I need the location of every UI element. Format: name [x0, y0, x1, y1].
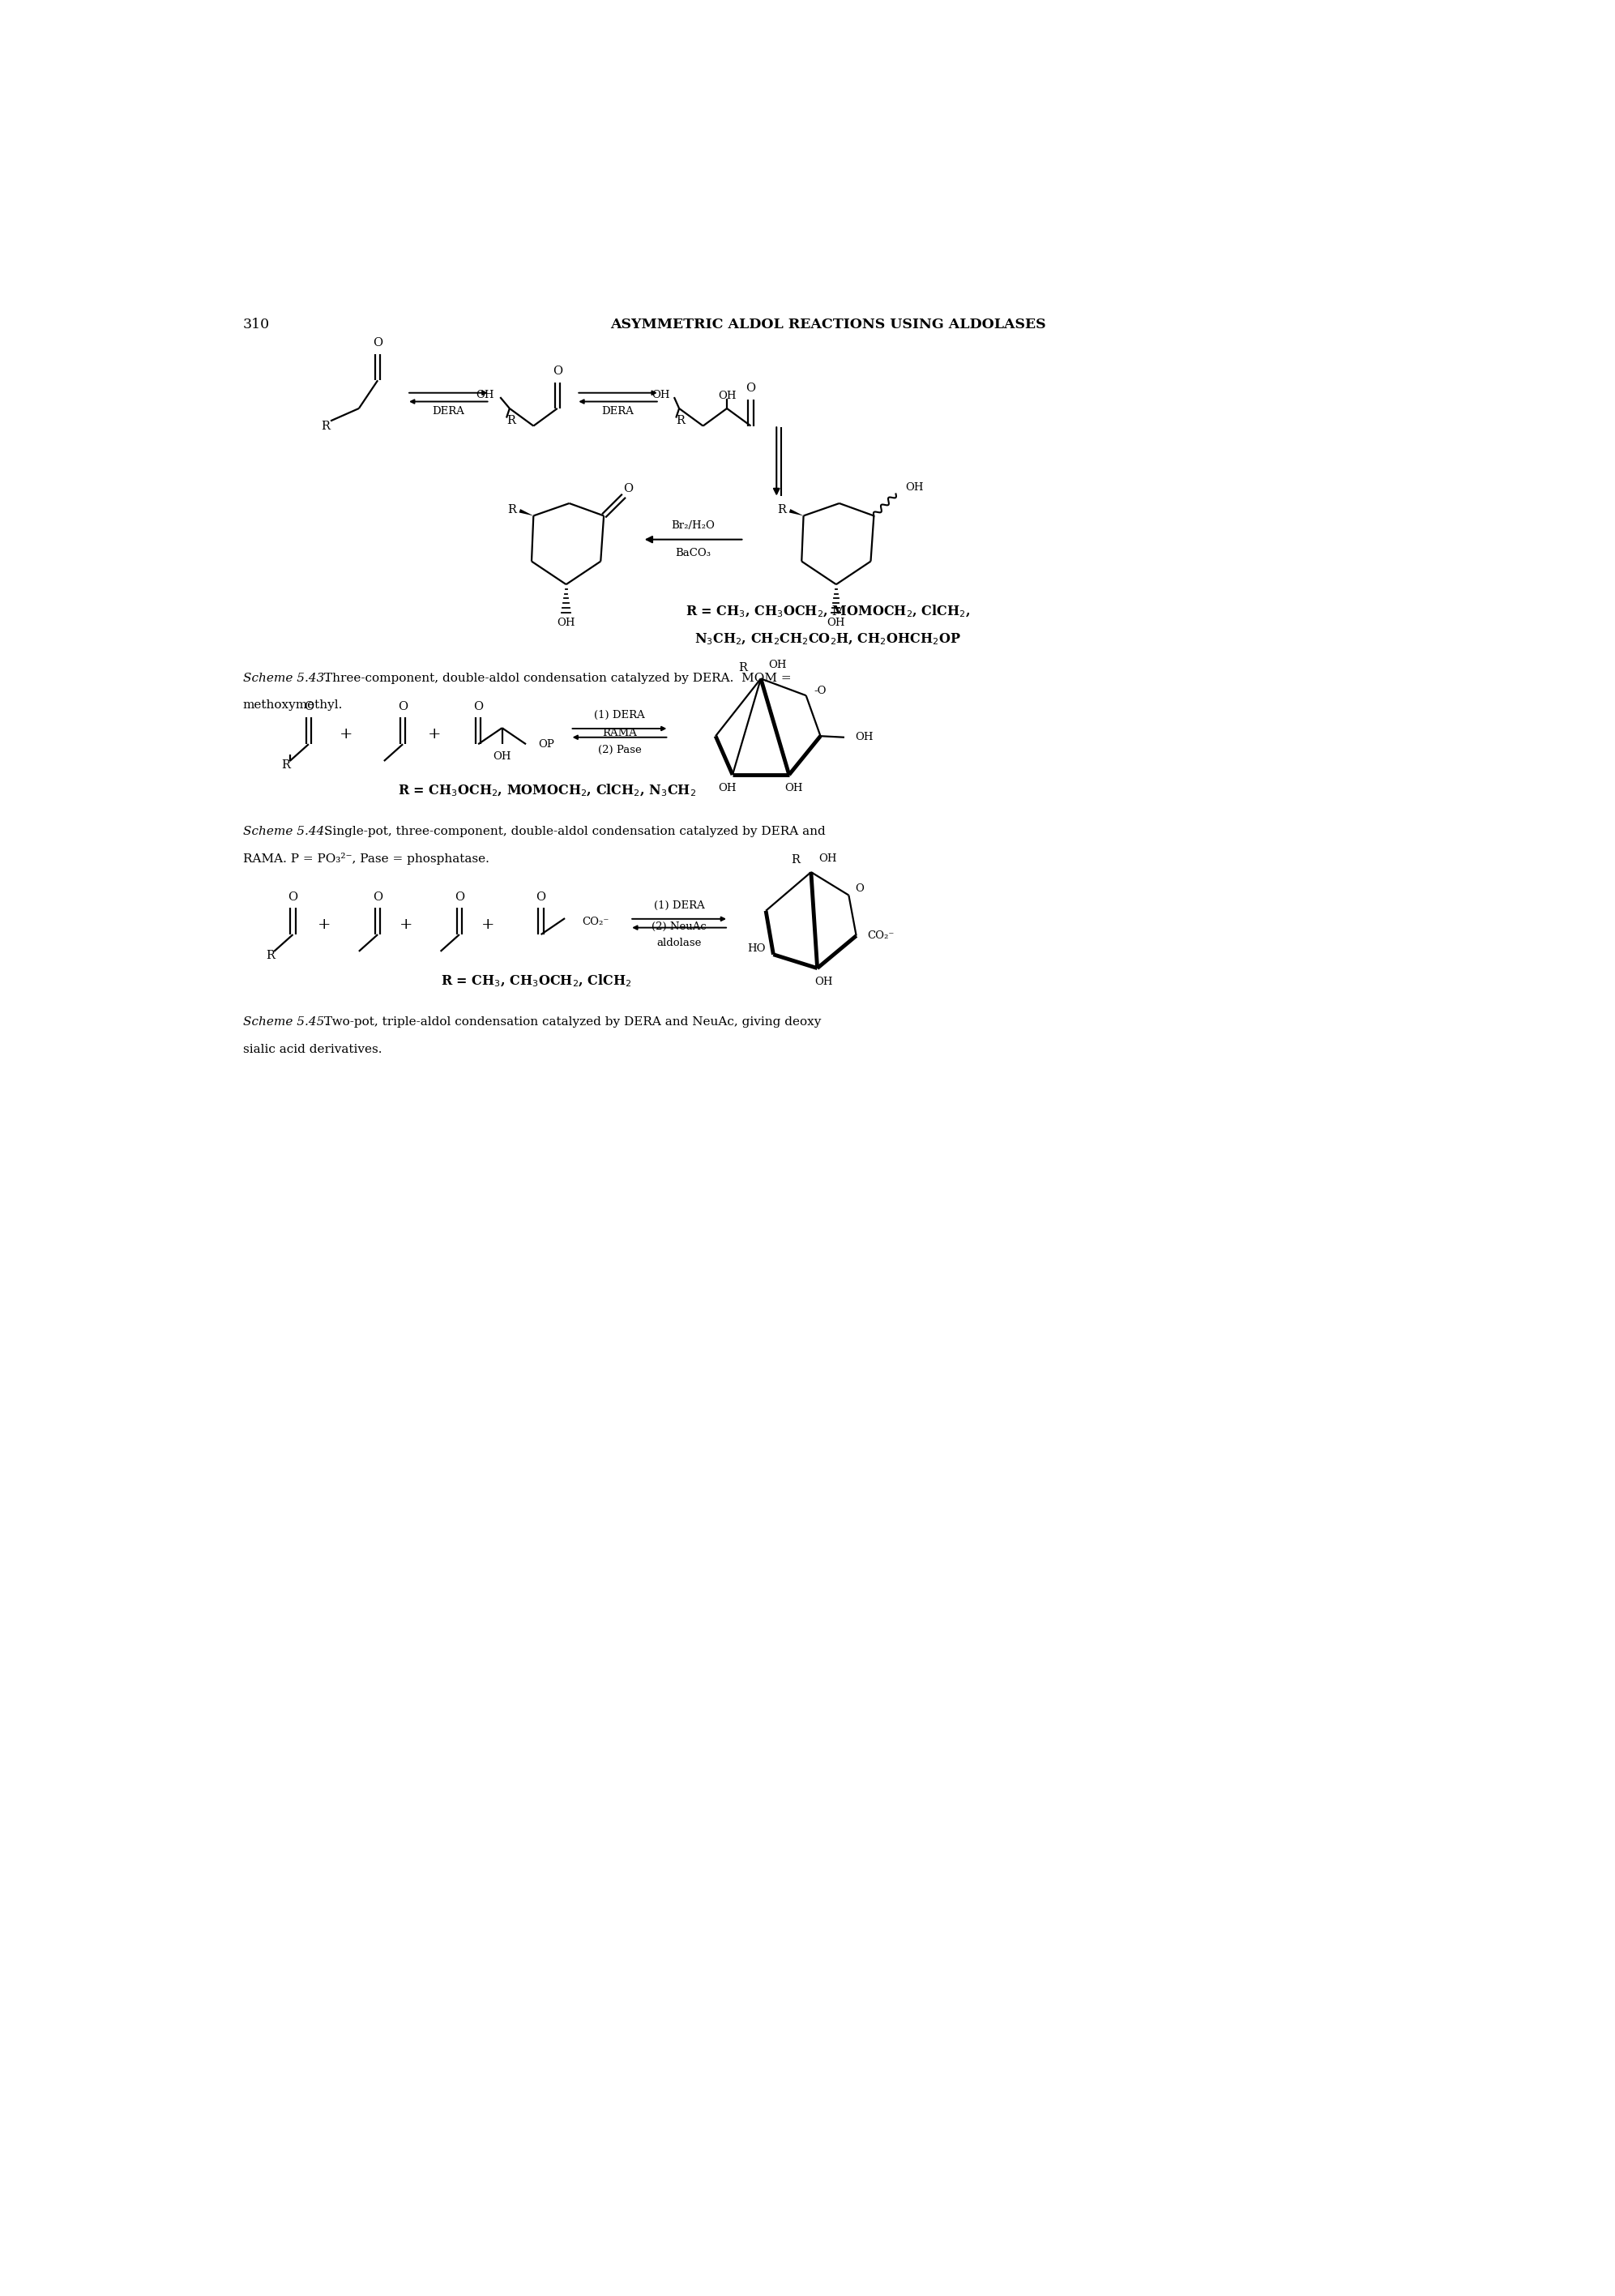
Text: Scheme 5.44.: Scheme 5.44. — [242, 827, 328, 838]
Text: O: O — [454, 891, 464, 902]
Text: OH: OH — [819, 854, 837, 863]
Text: O: O — [373, 338, 383, 349]
Polygon shape — [518, 510, 533, 517]
Text: OH: OH — [717, 390, 736, 402]
Text: R = CH$_3$, CH$_3$OCH$_2$, ClCH$_2$: R = CH$_3$, CH$_3$OCH$_2$, ClCH$_2$ — [441, 974, 631, 990]
Text: (1) DERA: (1) DERA — [654, 900, 704, 912]
Text: O: O — [623, 482, 633, 494]
Text: sialic acid derivatives.: sialic acid derivatives. — [242, 1045, 381, 1054]
Text: methoxymethyl.: methoxymethyl. — [242, 700, 342, 709]
Text: CO₂⁻: CO₂⁻ — [867, 930, 895, 941]
Text: O: O — [854, 884, 864, 893]
Text: R: R — [738, 661, 748, 673]
Text: +: + — [481, 916, 494, 932]
Text: DERA: DERA — [433, 406, 465, 416]
Polygon shape — [790, 510, 804, 517]
Text: +: + — [399, 916, 413, 932]
Text: R = CH$_3$, CH$_3$OCH$_2$, MOMOCH$_2$, ClCH$_2$,: R = CH$_3$, CH$_3$OCH$_2$, MOMOCH$_2$, C… — [686, 604, 971, 620]
Text: O: O — [552, 365, 562, 377]
Text: OH: OH — [719, 783, 736, 794]
Text: Scheme 5.43.: Scheme 5.43. — [242, 673, 328, 684]
Text: OH: OH — [854, 732, 874, 742]
Text: R: R — [777, 503, 787, 514]
Text: Two-pot, triple-aldol condensation catalyzed by DERA and NeuAc, giving deoxy: Two-pot, triple-aldol condensation catal… — [325, 1017, 822, 1029]
Text: R: R — [507, 503, 515, 514]
Text: DERA: DERA — [602, 406, 635, 416]
Text: Scheme 5.45.: Scheme 5.45. — [242, 1017, 328, 1029]
Text: +: + — [428, 728, 441, 742]
Text: R: R — [281, 760, 291, 771]
Text: O: O — [373, 891, 383, 902]
Text: O: O — [536, 891, 546, 902]
Text: (2) NeuAc: (2) NeuAc — [652, 921, 707, 932]
Text: Single-pot, three-component, double-aldol condensation catalyzed by DERA and: Single-pot, three-component, double-aldo… — [325, 827, 825, 838]
Text: OH: OH — [769, 659, 787, 670]
Text: R: R — [507, 416, 515, 427]
Text: OH: OH — [785, 783, 803, 794]
Text: OH: OH — [814, 976, 833, 987]
Text: O: O — [397, 700, 407, 712]
Text: R = CH$_3$OCH$_2$, MOMOCH$_2$, ClCH$_2$, N$_3$CH$_2$: R = CH$_3$OCH$_2$, MOMOCH$_2$, ClCH$_2$,… — [399, 783, 696, 799]
Text: RAMA. P = PO₃²⁻, Pase = phosphatase.: RAMA. P = PO₃²⁻, Pase = phosphatase. — [242, 852, 489, 866]
Text: O: O — [473, 700, 483, 712]
Text: aldolase: aldolase — [657, 939, 701, 948]
Text: ASYMMETRIC ALDOL REACTIONS USING ALDOLASES: ASYMMETRIC ALDOL REACTIONS USING ALDOLAS… — [610, 317, 1047, 331]
Text: N$_3$CH$_2$, CH$_2$CH$_2$CO$_2$H, CH$_2$OHCH$_2$OP: N$_3$CH$_2$, CH$_2$CH$_2$CO$_2$H, CH$_2$… — [694, 631, 961, 647]
Text: 310: 310 — [242, 317, 270, 331]
Text: Three-component, double-aldol condensation catalyzed by DERA.  MOM =: Three-component, double-aldol condensati… — [325, 673, 791, 684]
Text: O: O — [287, 891, 297, 902]
Text: -O: -O — [814, 684, 827, 696]
Text: OH: OH — [906, 482, 924, 494]
Text: +: + — [339, 728, 354, 742]
Text: OH: OH — [557, 618, 575, 629]
Text: R: R — [677, 416, 685, 427]
Text: R: R — [791, 854, 799, 866]
Text: O: O — [746, 383, 756, 395]
Text: CO₂⁻: CO₂⁻ — [581, 916, 609, 928]
Text: (1) DERA: (1) DERA — [594, 709, 644, 721]
Text: +: + — [318, 916, 331, 932]
Text: (2) Pase: (2) Pase — [598, 744, 641, 755]
Text: Br₂/H₂O: Br₂/H₂O — [672, 521, 715, 530]
Text: OP: OP — [538, 739, 554, 748]
Text: OH: OH — [493, 751, 512, 762]
Text: R: R — [266, 951, 275, 962]
Text: OH: OH — [476, 390, 494, 400]
Text: R: R — [321, 420, 329, 432]
Text: HO: HO — [748, 944, 766, 953]
Text: OH: OH — [651, 390, 670, 400]
Text: BaCO₃: BaCO₃ — [675, 549, 711, 558]
Text: OH: OH — [827, 618, 845, 629]
Text: O: O — [304, 700, 313, 712]
Text: RAMA: RAMA — [602, 728, 636, 739]
